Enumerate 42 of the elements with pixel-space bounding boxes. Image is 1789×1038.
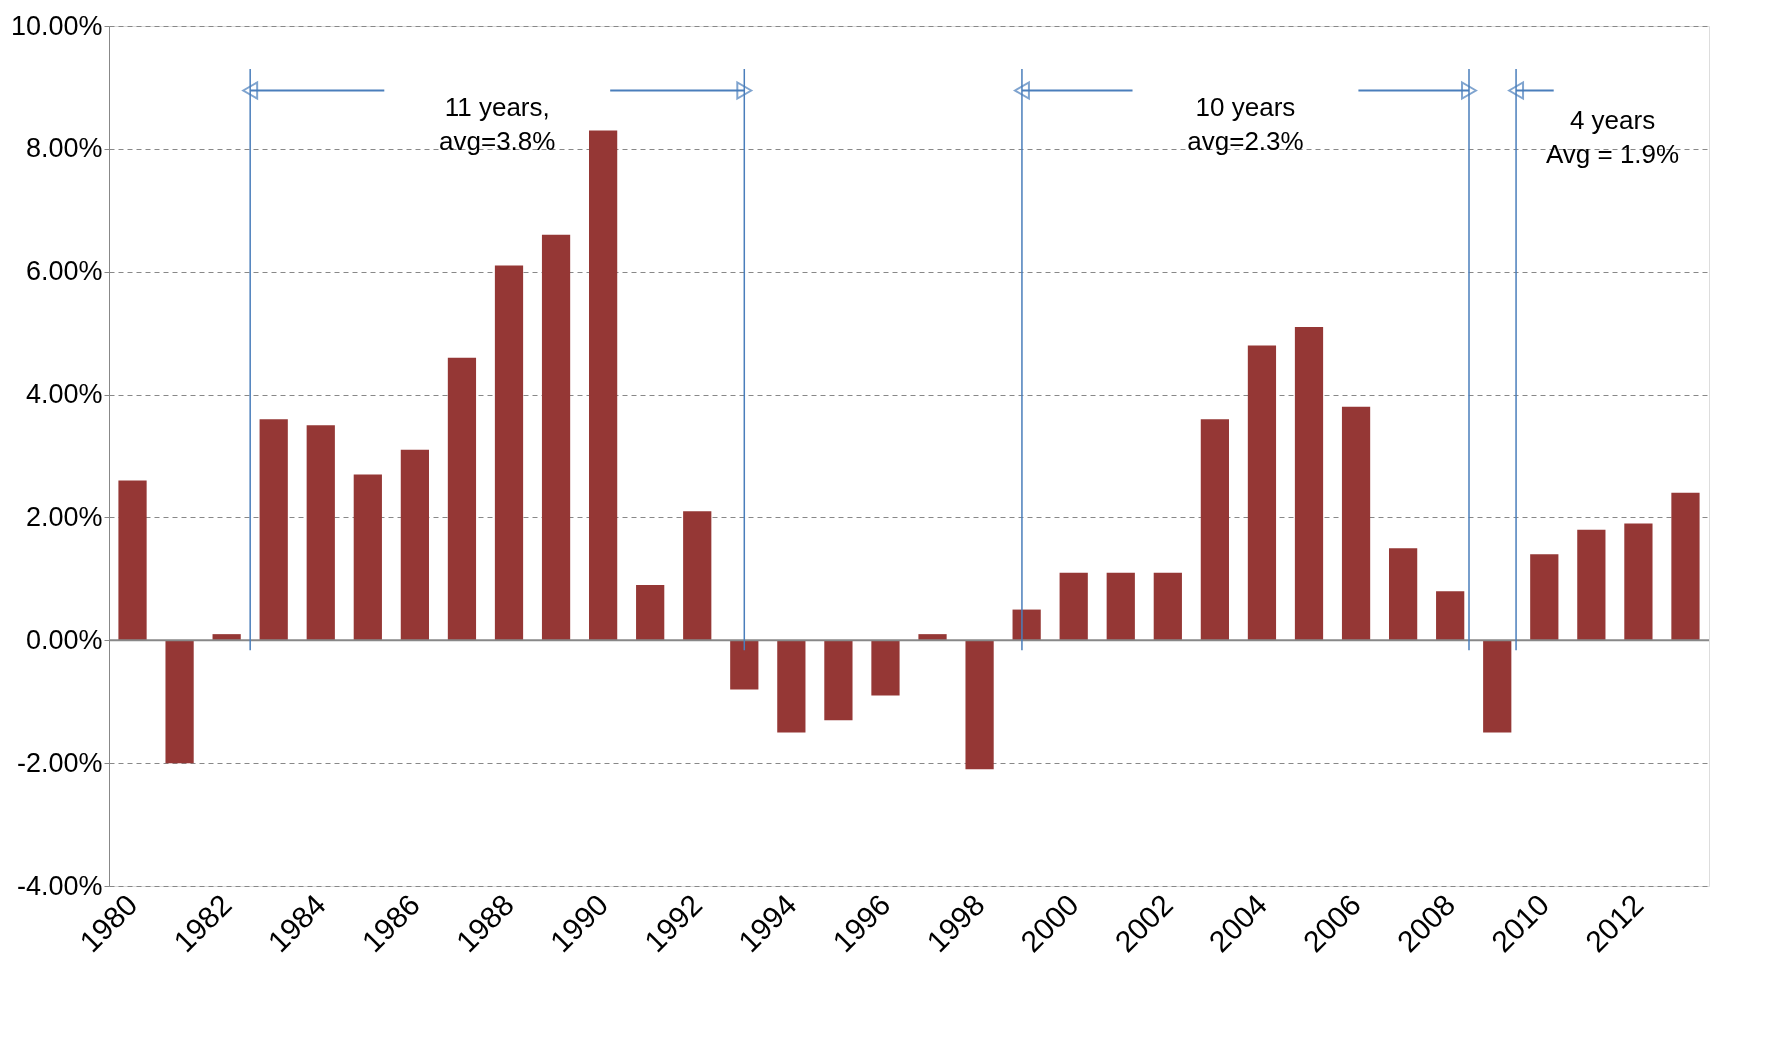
- bar: [259, 419, 288, 641]
- bar: [1059, 572, 1088, 641]
- y-tick-label: -2.00%: [16, 747, 103, 778]
- bar: [447, 357, 477, 641]
- y-tick-label: 4.00%: [25, 379, 103, 410]
- bar: [683, 511, 712, 641]
- bar: [589, 130, 618, 641]
- bar: [1200, 419, 1229, 641]
- bar: [871, 640, 900, 696]
- bar: [1624, 523, 1653, 641]
- annotation: 11 years, avg=3.8%: [439, 91, 556, 156]
- bar: [118, 480, 147, 641]
- bar: [965, 640, 994, 770]
- bar: [400, 449, 429, 641]
- bar: [165, 640, 194, 764]
- bar: [306, 425, 335, 641]
- bar: [1436, 591, 1465, 641]
- y-tick-label: 8.00%: [25, 133, 103, 164]
- bar: [541, 234, 571, 641]
- bar: [730, 640, 759, 690]
- bar: [1106, 572, 1135, 641]
- y-tick-label: 6.00%: [25, 256, 103, 287]
- y-tick-label: -4.00%: [16, 870, 103, 901]
- bar: [1530, 554, 1559, 641]
- bar: [636, 585, 665, 641]
- bar: [824, 640, 853, 721]
- bar: [1153, 572, 1182, 641]
- y-tick-label: 0.00%: [25, 624, 103, 655]
- bar: [1247, 345, 1277, 641]
- bar: [1294, 327, 1324, 641]
- bar: [1671, 492, 1700, 641]
- annotation: 10 years avg=2.3%: [1187, 91, 1304, 156]
- y-tick-label: 2.00%: [25, 501, 103, 532]
- bar: [1577, 529, 1606, 641]
- bar: [1483, 640, 1512, 733]
- y-tick-label: 10.00%: [10, 10, 103, 41]
- bar: [1389, 548, 1418, 641]
- bar: [353, 474, 382, 641]
- annotation: 4 years Avg = 1.9%: [1545, 104, 1680, 169]
- bar: [494, 265, 524, 641]
- bar: [777, 640, 806, 733]
- bar: [1341, 406, 1371, 641]
